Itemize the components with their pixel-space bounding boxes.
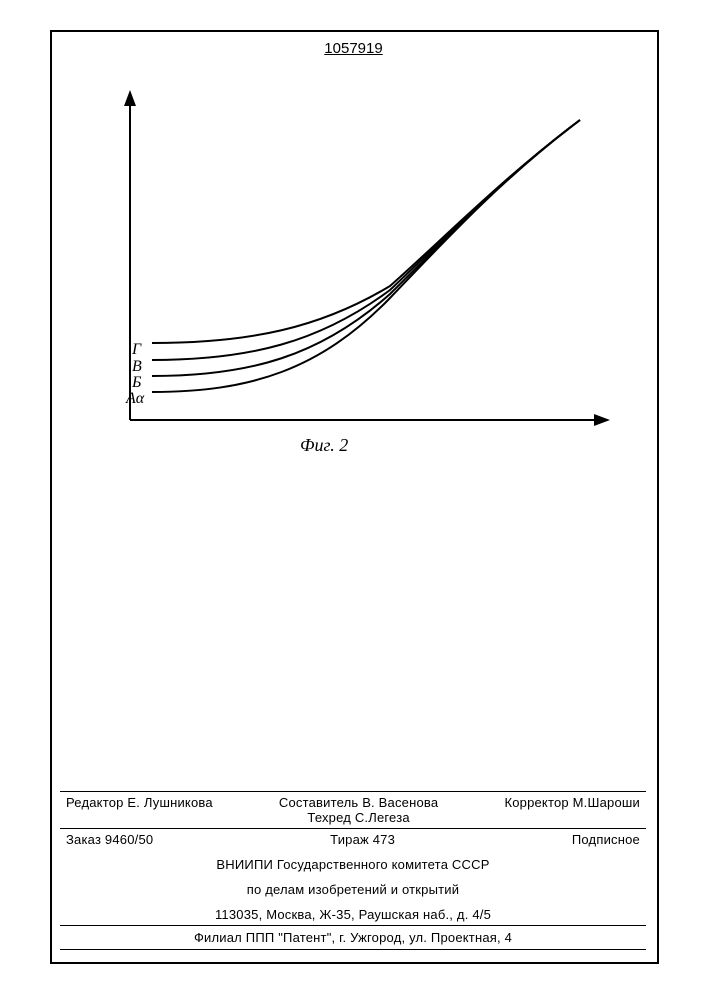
curve-V xyxy=(152,120,580,360)
curve-label-B: Б xyxy=(132,374,141,392)
footer-row-org: Заказ 9460/50 Тираж 473 Подписное ВНИИПИ… xyxy=(60,828,646,925)
figure-label: Фиг. 2 xyxy=(300,435,348,456)
figure-2-chart: АαБВГ xyxy=(90,80,620,460)
zakaz-text: Заказ 9460/50 xyxy=(66,832,153,847)
podpisnoe-text: Подписное xyxy=(572,832,640,847)
y-axis-arrow-icon xyxy=(124,90,136,106)
sostavitel-text: Составитель В. Васенова xyxy=(279,795,438,810)
korrektor-text: Корректор М.Шароши xyxy=(504,795,640,825)
curves-group xyxy=(152,120,580,392)
curve-label-Aa: Аα xyxy=(126,390,144,408)
document-number: 1057919 xyxy=(324,40,382,57)
curve-label-G: Г xyxy=(132,341,141,359)
x-axis-arrow-icon xyxy=(594,414,610,426)
tehred-text: Техред С.Легеза xyxy=(307,810,409,825)
composer-tehred: Составитель В. Васенова Техред С.Легеза xyxy=(279,795,438,825)
footer-row-credits: Редактор Е. Лушникова Составитель В. Вас… xyxy=(60,791,646,828)
editor-text: Редактор Е. Лушникова xyxy=(66,795,213,825)
curve-G xyxy=(152,120,580,343)
org2-text: по делам изобретений и открытий xyxy=(247,882,459,897)
footer-block: Редактор Е. Лушникова Составитель В. Вас… xyxy=(60,791,646,950)
chart-svg xyxy=(90,80,620,440)
org1-text: ВНИИПИ Государственного комитета СССР xyxy=(216,857,489,872)
tirazh-text: Тираж 473 xyxy=(330,832,395,847)
footer-row-filial: Филиал ППП "Патент", г. Ужгород, ул. Про… xyxy=(60,925,646,950)
curve-B xyxy=(152,120,580,376)
curve-label-V: В xyxy=(132,358,142,376)
org-addr-text: 113035, Москва, Ж-35, Раушская наб., д. … xyxy=(215,907,491,922)
curve-Aa xyxy=(152,120,580,392)
